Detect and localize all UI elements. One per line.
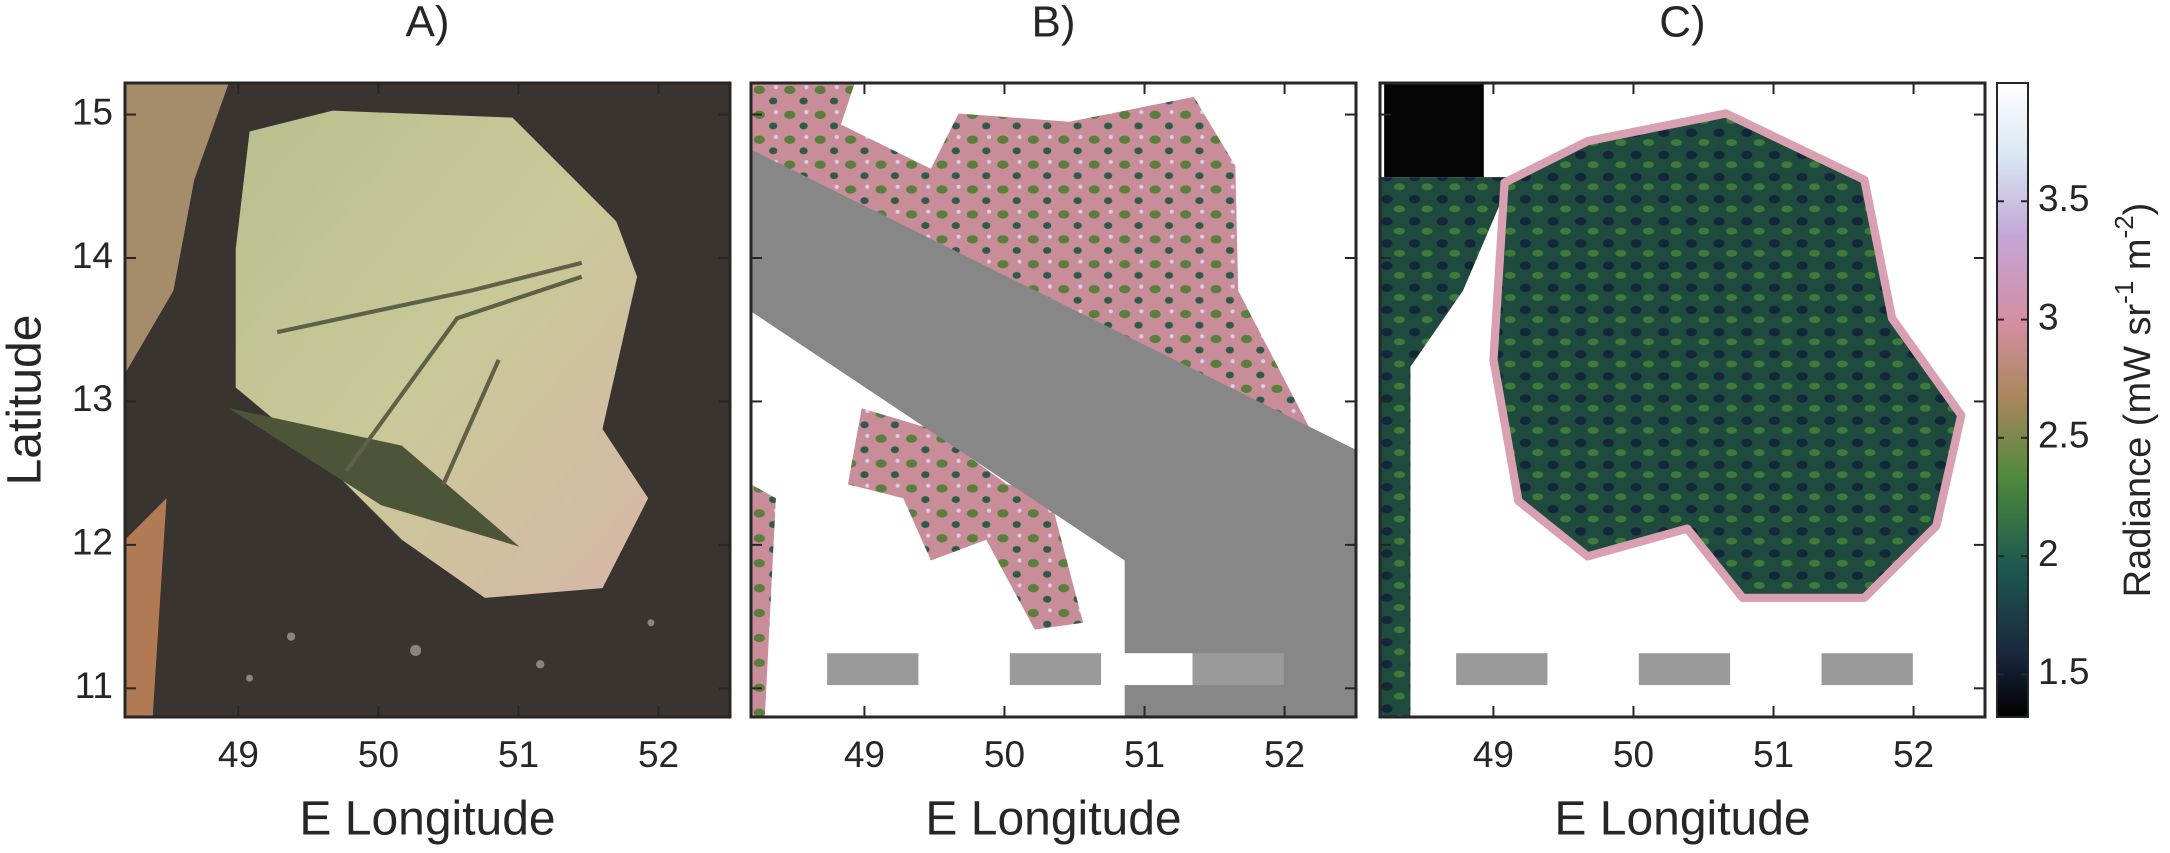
axes-frame [749, 81, 1358, 719]
scale-bar [827, 653, 1284, 686]
colorbar-label: Radiance (mW sr-1 m-2) [2109, 203, 2159, 598]
y-tick-label: 15 [72, 91, 113, 132]
image-b [751, 83, 1356, 717]
y-axis-label: Latitude [0, 315, 52, 486]
x-tick-label: 50 [984, 734, 1025, 775]
x-tick-label: 52 [1264, 734, 1305, 775]
x-tick-label: 51 [498, 734, 539, 775]
colorbar-label-part: m [2117, 238, 2159, 280]
x-axis-label: E Longitude [299, 793, 555, 846]
y-tick-label: 12 [72, 522, 113, 563]
x-tick-label: 51 [1753, 734, 1794, 775]
colorbar [1996, 82, 2029, 718]
x-tick-label: 50 [1613, 734, 1654, 775]
colorbar-tick-label: 3.5 [2038, 178, 2089, 219]
x-tick-label: 49 [218, 734, 259, 775]
y-tick-label: 11 [75, 665, 113, 706]
x-tick-label: 52 [638, 734, 679, 775]
colorbar-tick-label: 2 [2038, 533, 2059, 574]
colorbar-label-part: ) [2117, 203, 2159, 216]
y-tick-label: 13 [72, 378, 113, 419]
axes-frame [123, 81, 732, 719]
colorbar-tick-label: 3 [2038, 296, 2059, 337]
axes-frame [1378, 81, 1987, 719]
colorbar-label-superscript: -2 [2109, 215, 2139, 238]
colorbar-tick-label: 1.5 [2038, 651, 2089, 692]
x-tick-label: 51 [1124, 734, 1165, 775]
image-a [125, 83, 730, 717]
x-axis-label: E Longitude [925, 793, 1181, 846]
x-tick-label: 50 [358, 734, 399, 775]
image-c [1380, 83, 1985, 717]
panel-title: B) [1032, 0, 1076, 47]
x-tick-label: 52 [1893, 734, 1934, 775]
x-tick-label: 49 [1473, 734, 1514, 775]
x-axis-label: E Longitude [1554, 793, 1810, 846]
scale-bar [1456, 653, 1913, 686]
x-tick-label: 49 [844, 734, 885, 775]
colorbar-tick-label: 2.5 [2038, 415, 2089, 456]
colorbar-label-part: Radiance (mW sr [2117, 303, 2159, 597]
y-tick-label: 14 [72, 235, 113, 276]
panel-title: C) [1659, 0, 1705, 47]
panel-title: A) [406, 0, 450, 47]
colorbar-label-superscript: -1 [2109, 281, 2139, 304]
